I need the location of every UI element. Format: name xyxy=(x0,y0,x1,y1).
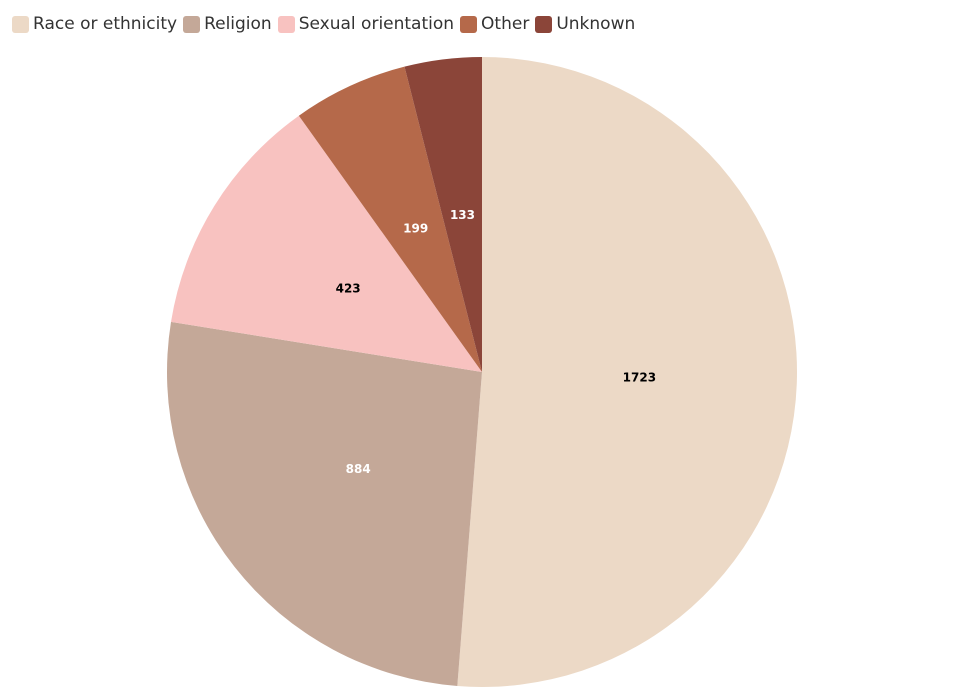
legend-item[interactable]: Race or ethnicity xyxy=(12,14,177,34)
data-label: 884 xyxy=(346,462,371,476)
legend-item[interactable]: Other xyxy=(460,14,529,34)
pie-slice xyxy=(457,57,797,687)
legend-item[interactable]: Unknown xyxy=(535,14,635,34)
pie-slice xyxy=(298,66,482,373)
data-label: 199 xyxy=(403,222,428,236)
legend: Race or ethnicity Religion Sexual orientat… xyxy=(12,14,635,34)
legend-item[interactable]: Sexual orientation xyxy=(277,14,455,34)
legend-swatch xyxy=(12,15,29,33)
pie-slice xyxy=(166,321,482,687)
legend-label: Sexual orientation xyxy=(298,14,455,34)
legend-swatch xyxy=(277,15,295,33)
legend-item[interactable]: Religion xyxy=(183,14,272,34)
legend-swatch xyxy=(535,15,553,33)
data-label: 1723 xyxy=(623,371,656,385)
pie-slice xyxy=(404,57,482,372)
legend-swatch xyxy=(460,15,478,33)
data-label: 423 xyxy=(336,281,361,295)
legend-label: Race or ethnicity xyxy=(33,14,178,34)
legend-label: Other xyxy=(481,14,530,34)
legend-swatch xyxy=(183,15,201,33)
pie-slice xyxy=(171,115,482,372)
legend-label: Unknown xyxy=(556,14,636,34)
data-label: 133 xyxy=(450,208,475,222)
legend-label: Religion xyxy=(204,14,272,34)
